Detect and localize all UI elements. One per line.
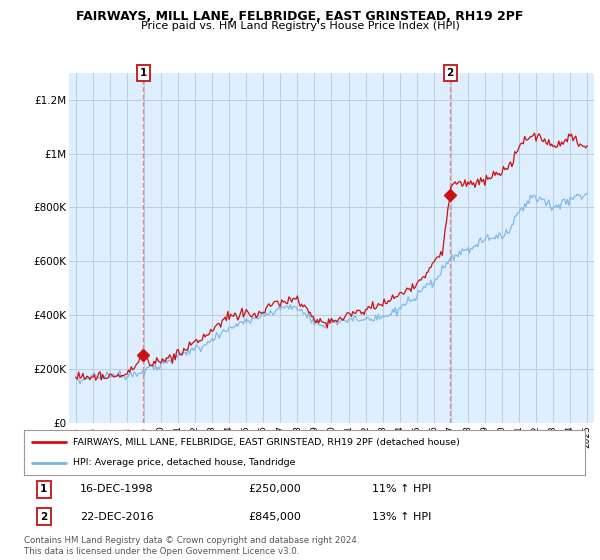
Text: 1: 1 [40, 484, 47, 494]
Text: 13% ↑ HPI: 13% ↑ HPI [372, 512, 431, 522]
Text: 1: 1 [140, 68, 147, 78]
Text: 11% ↑ HPI: 11% ↑ HPI [372, 484, 431, 494]
Text: 2: 2 [40, 512, 47, 522]
Text: FAIRWAYS, MILL LANE, FELBRIDGE, EAST GRINSTEAD, RH19 2PF: FAIRWAYS, MILL LANE, FELBRIDGE, EAST GRI… [76, 10, 524, 23]
Text: 22-DEC-2016: 22-DEC-2016 [80, 512, 154, 522]
Text: HPI: Average price, detached house, Tandridge: HPI: Average price, detached house, Tand… [73, 458, 296, 467]
Text: Contains HM Land Registry data © Crown copyright and database right 2024.
This d: Contains HM Land Registry data © Crown c… [24, 536, 359, 556]
Text: £250,000: £250,000 [248, 484, 301, 494]
Text: Price paid vs. HM Land Registry's House Price Index (HPI): Price paid vs. HM Land Registry's House … [140, 21, 460, 31]
Text: £845,000: £845,000 [248, 512, 301, 522]
Text: 2: 2 [446, 68, 454, 78]
Text: FAIRWAYS, MILL LANE, FELBRIDGE, EAST GRINSTEAD, RH19 2PF (detached house): FAIRWAYS, MILL LANE, FELBRIDGE, EAST GRI… [73, 438, 460, 447]
Text: 16-DEC-1998: 16-DEC-1998 [80, 484, 154, 494]
